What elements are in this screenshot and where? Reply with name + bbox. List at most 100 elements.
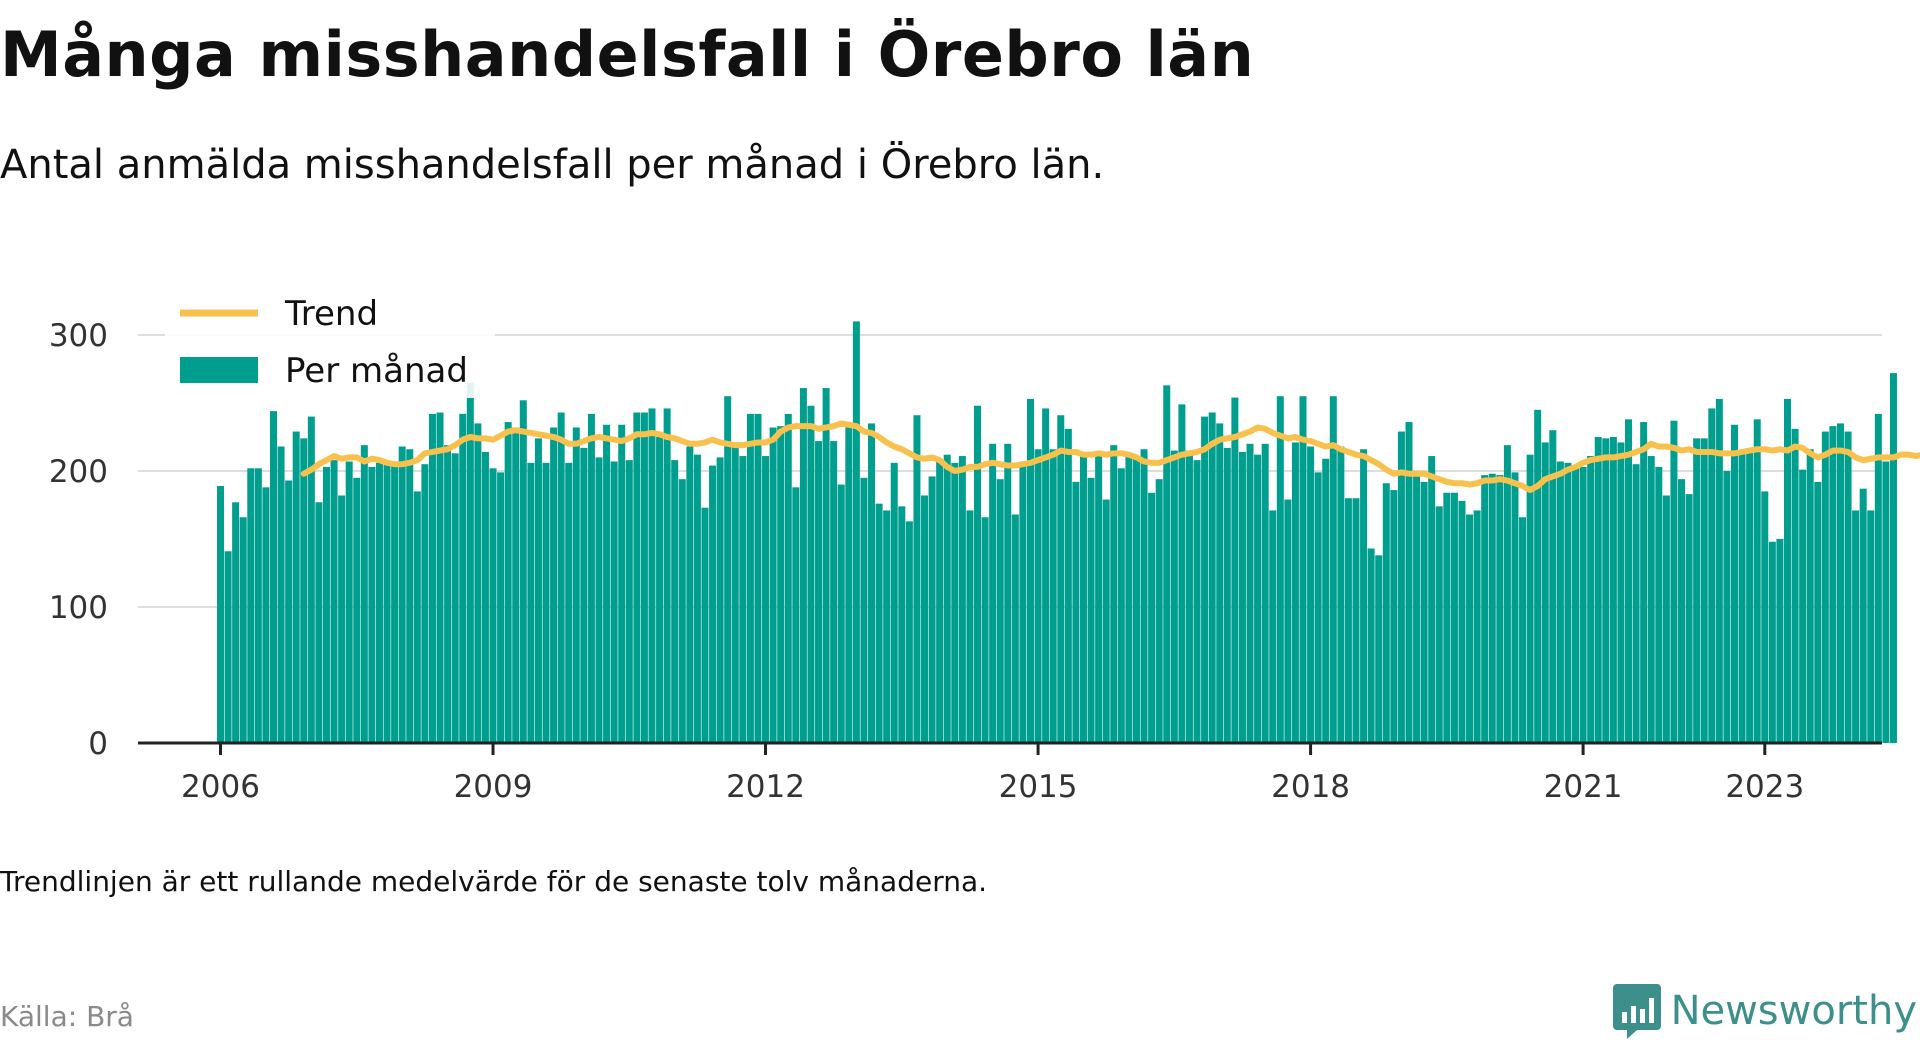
- bar: [1231, 397, 1239, 743]
- bar: [1602, 438, 1610, 743]
- bar: [534, 438, 542, 743]
- bar: [610, 461, 618, 743]
- bar: [1405, 422, 1413, 743]
- bar: [1307, 446, 1315, 743]
- bar: [1458, 500, 1466, 743]
- bar: [1889, 373, 1897, 743]
- bar: [375, 462, 383, 743]
- bar: [1299, 396, 1307, 743]
- bar: [391, 464, 399, 743]
- bar: [398, 446, 406, 743]
- legend-label: Trend: [284, 294, 378, 334]
- bar: [640, 412, 648, 743]
- bar: [1594, 437, 1602, 743]
- bar: [1852, 510, 1860, 743]
- bar: [504, 422, 512, 743]
- bar: [1753, 419, 1761, 743]
- bar: [368, 466, 376, 743]
- bar: [603, 424, 611, 743]
- bar: [1193, 460, 1201, 743]
- bar: [1708, 408, 1716, 743]
- bar: [1155, 479, 1163, 743]
- bar: [656, 437, 664, 743]
- brand-logo[interactable]: Newsworthy: [1611, 982, 1917, 1040]
- bar: [890, 462, 898, 743]
- chart-subtitle: Antal anmälda misshandelsfall per månad …: [0, 142, 1105, 188]
- bar: [958, 456, 966, 743]
- bar: [671, 460, 679, 743]
- bar: [898, 506, 906, 743]
- bar: [1503, 445, 1511, 743]
- bar: [527, 462, 535, 743]
- bar: [550, 427, 558, 743]
- bar: [451, 453, 459, 743]
- bar: [489, 468, 497, 743]
- bar: [1201, 416, 1209, 743]
- bar: [1072, 481, 1080, 743]
- chart-note: Trendlinjen är ett rullande medelvärde f…: [0, 865, 988, 898]
- bar: [1799, 469, 1807, 743]
- bar: [1125, 454, 1133, 743]
- bar: [1662, 495, 1670, 743]
- x-tick-label: 2015: [999, 769, 1078, 805]
- bar: [1836, 423, 1844, 743]
- bar: [1420, 481, 1428, 743]
- bar: [1004, 443, 1012, 743]
- brand-name: Newsworthy: [1670, 988, 1917, 1034]
- bar: [822, 388, 830, 743]
- bar: [868, 423, 876, 743]
- bar: [474, 423, 482, 743]
- bar: [1700, 438, 1708, 743]
- bar: [1859, 488, 1867, 743]
- bar: [633, 412, 641, 743]
- bar: [860, 477, 868, 743]
- bar: [1882, 461, 1890, 743]
- bar: [1329, 396, 1337, 743]
- bar: [1110, 445, 1118, 743]
- bar: [1746, 449, 1754, 743]
- bar: [406, 449, 414, 743]
- bar: [974, 405, 981, 743]
- bar: [777, 426, 785, 743]
- bar: [1564, 462, 1572, 743]
- bar: [883, 510, 891, 743]
- bar: [300, 438, 308, 743]
- bar: [1148, 492, 1156, 743]
- bar: [1511, 472, 1519, 743]
- bar: [224, 551, 232, 743]
- trend-series: [300, 420, 1920, 494]
- bar: [1238, 451, 1246, 743]
- bar: [830, 441, 838, 743]
- bar: [996, 479, 1004, 743]
- bar: [1829, 426, 1837, 743]
- chart-source: Källa: Brå: [0, 1000, 134, 1033]
- bar: [1390, 490, 1398, 743]
- bar: [1466, 514, 1474, 743]
- bar: [338, 495, 346, 743]
- bar: [1314, 472, 1322, 743]
- bar: [1178, 404, 1186, 743]
- bar: [1867, 510, 1875, 743]
- bar: [1011, 514, 1019, 743]
- bar: [285, 480, 293, 743]
- bar: [247, 468, 255, 743]
- legend-swatch-bars: [180, 357, 258, 383]
- bar-chart-speech-bubble-icon: [1612, 984, 1661, 1039]
- bar: [512, 427, 520, 743]
- y-tick-label: 100: [49, 590, 108, 626]
- bar: [277, 446, 285, 743]
- bar: [217, 485, 224, 743]
- bar: [292, 431, 300, 743]
- bar: [383, 464, 391, 743]
- bar: [1640, 422, 1648, 743]
- bar: [792, 487, 800, 743]
- bar: [1776, 539, 1784, 743]
- bar: [254, 468, 262, 743]
- bar: [1549, 430, 1557, 743]
- bar: [1655, 466, 1663, 743]
- x-tick-label: 2009: [454, 769, 533, 805]
- bar: [1579, 466, 1587, 743]
- bar: [1647, 456, 1655, 743]
- trend-line: [300, 420, 1920, 494]
- bar: [1360, 449, 1368, 743]
